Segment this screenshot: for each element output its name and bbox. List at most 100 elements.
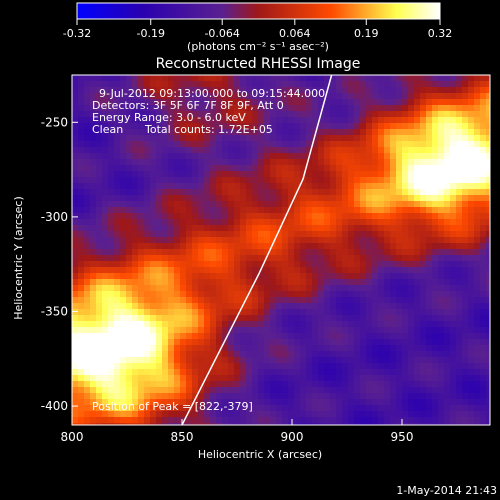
- heatmap-cell: [432, 417, 439, 424]
- heatmap-cell: [84, 339, 91, 346]
- heatmap-cell: [456, 75, 463, 82]
- heatmap-cell: [474, 225, 481, 232]
- heatmap-cell: [96, 387, 103, 394]
- heatmap-cell: [132, 309, 139, 316]
- heatmap-cell: [132, 183, 139, 190]
- heatmap-cell: [168, 99, 175, 106]
- heatmap-cell: [240, 369, 247, 376]
- heatmap-cell: [192, 165, 199, 172]
- heatmap-cell: [186, 279, 193, 286]
- heatmap-cell: [108, 351, 115, 358]
- heatmap-cell: [474, 375, 481, 382]
- heatmap-cell: [366, 177, 373, 184]
- heatmap-cell: [180, 327, 187, 334]
- heatmap-cell: [420, 141, 427, 148]
- heatmap-cell: [318, 297, 325, 304]
- heatmap-cell: [102, 279, 109, 286]
- heatmap-cell: [252, 171, 259, 178]
- heatmap-cell: [432, 171, 439, 178]
- heatmap-cell: [246, 399, 253, 406]
- heatmap-cell: [78, 357, 85, 364]
- heatmap-cell: [426, 213, 433, 220]
- heatmap-cell: [342, 303, 349, 310]
- heatmap-cell: [192, 87, 199, 94]
- heatmap-cell: [438, 81, 445, 88]
- heatmap-cell: [276, 327, 283, 334]
- heatmap-cell: [114, 201, 121, 208]
- heatmap-cell: [210, 225, 217, 232]
- heatmap-cell: [156, 213, 163, 220]
- heatmap-cell: [108, 75, 115, 82]
- heatmap-cell: [204, 267, 211, 274]
- heatmap-cell: [414, 147, 421, 154]
- heatmap-cell: [162, 195, 169, 202]
- heatmap-cell: [96, 369, 103, 376]
- heatmap-cell: [438, 213, 445, 220]
- heatmap-cell: [306, 81, 313, 88]
- heatmap-cell: [294, 129, 301, 136]
- heatmap-cell: [468, 381, 475, 388]
- heatmap-cell: [438, 129, 445, 136]
- heatmap-cell: [474, 159, 481, 166]
- heatmap-cell: [72, 171, 79, 178]
- heatmap-cell: [228, 345, 235, 352]
- heatmap-cell: [312, 363, 319, 370]
- heatmap-cell: [474, 339, 481, 346]
- heatmap-cell: [432, 381, 439, 388]
- heatmap-cell: [78, 255, 85, 262]
- heatmap-cell: [288, 243, 295, 250]
- heatmap-cell: [138, 381, 145, 388]
- heatmap-cell: [348, 333, 355, 340]
- heatmap-cell: [264, 309, 271, 316]
- heatmap-cell: [366, 405, 373, 412]
- heatmap-cell: [438, 375, 445, 382]
- heatmap-cell: [102, 225, 109, 232]
- heatmap-cell: [102, 333, 109, 340]
- heatmap-cell: [372, 183, 379, 190]
- heatmap-cell: [324, 423, 331, 425]
- heatmap-cell: [378, 195, 385, 202]
- heatmap-cell: [210, 423, 217, 425]
- heatmap-cell: [324, 339, 331, 346]
- heatmap-cell: [144, 393, 151, 400]
- heatmap-cell: [450, 267, 457, 274]
- heatmap-cell: [456, 177, 463, 184]
- heatmap-cell: [102, 387, 109, 394]
- heatmap-cell: [282, 87, 289, 94]
- heatmap-cell: [168, 117, 175, 124]
- heatmap-cell: [444, 237, 451, 244]
- heatmap-cell: [360, 237, 367, 244]
- heatmap-cell: [366, 117, 373, 124]
- heatmap-cell: [162, 255, 169, 262]
- heatmap-cell: [288, 171, 295, 178]
- heatmap-cell: [204, 291, 211, 298]
- heatmap-cell: [72, 141, 79, 148]
- heatmap-cell: [156, 255, 163, 262]
- heatmap-cell: [102, 357, 109, 364]
- heatmap-cell: [192, 243, 199, 250]
- heatmap-cell: [90, 117, 97, 124]
- heatmap-cell: [210, 345, 217, 352]
- heatmap-cell: [360, 351, 367, 358]
- heatmap-cell: [438, 327, 445, 334]
- heatmap-cell: [162, 309, 169, 316]
- heatmap-cell: [408, 315, 415, 322]
- heatmap-cell: [306, 405, 313, 412]
- heatmap-cell: [114, 411, 121, 418]
- heatmap-cell: [144, 261, 151, 268]
- heatmap-cell: [294, 165, 301, 172]
- heatmap-cell: [354, 387, 361, 394]
- heatmap-cell: [216, 375, 223, 382]
- heatmap-cell: [252, 93, 259, 100]
- heatmap-cell: [372, 207, 379, 214]
- heatmap-cell: [246, 105, 253, 112]
- heatmap-cell: [276, 105, 283, 112]
- heatmap-cell: [264, 333, 271, 340]
- heatmap-cell: [474, 261, 481, 268]
- heatmap-cell: [102, 363, 109, 370]
- heatmap-cell: [462, 393, 469, 400]
- heatmap-cell: [282, 171, 289, 178]
- heatmap-cell: [186, 159, 193, 166]
- heatmap-cell: [480, 309, 487, 316]
- heatmap-cell: [264, 423, 271, 425]
